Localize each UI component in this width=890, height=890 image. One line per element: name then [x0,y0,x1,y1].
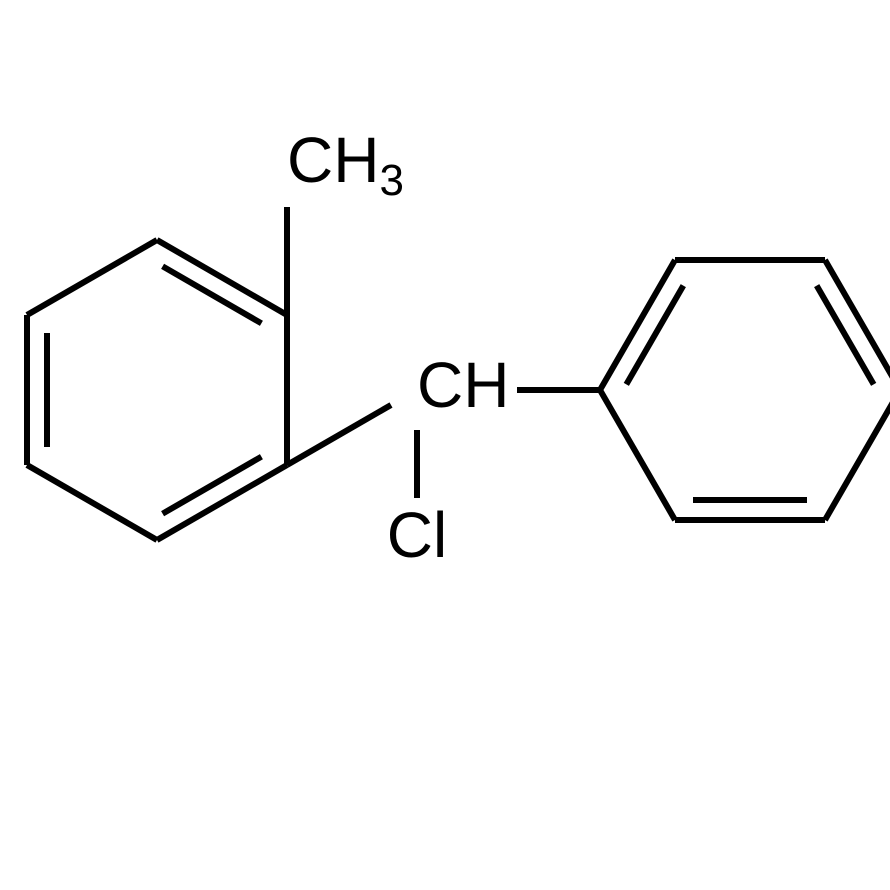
atom-label-cl: Cl [387,499,447,571]
chemical-structure-diagram: CH3 CH Cl [0,0,890,890]
atom-label-ch3: CH3 [287,124,404,205]
labels-layer: CH3 CH Cl [287,124,509,571]
atom-label-cent: CH [417,349,509,421]
